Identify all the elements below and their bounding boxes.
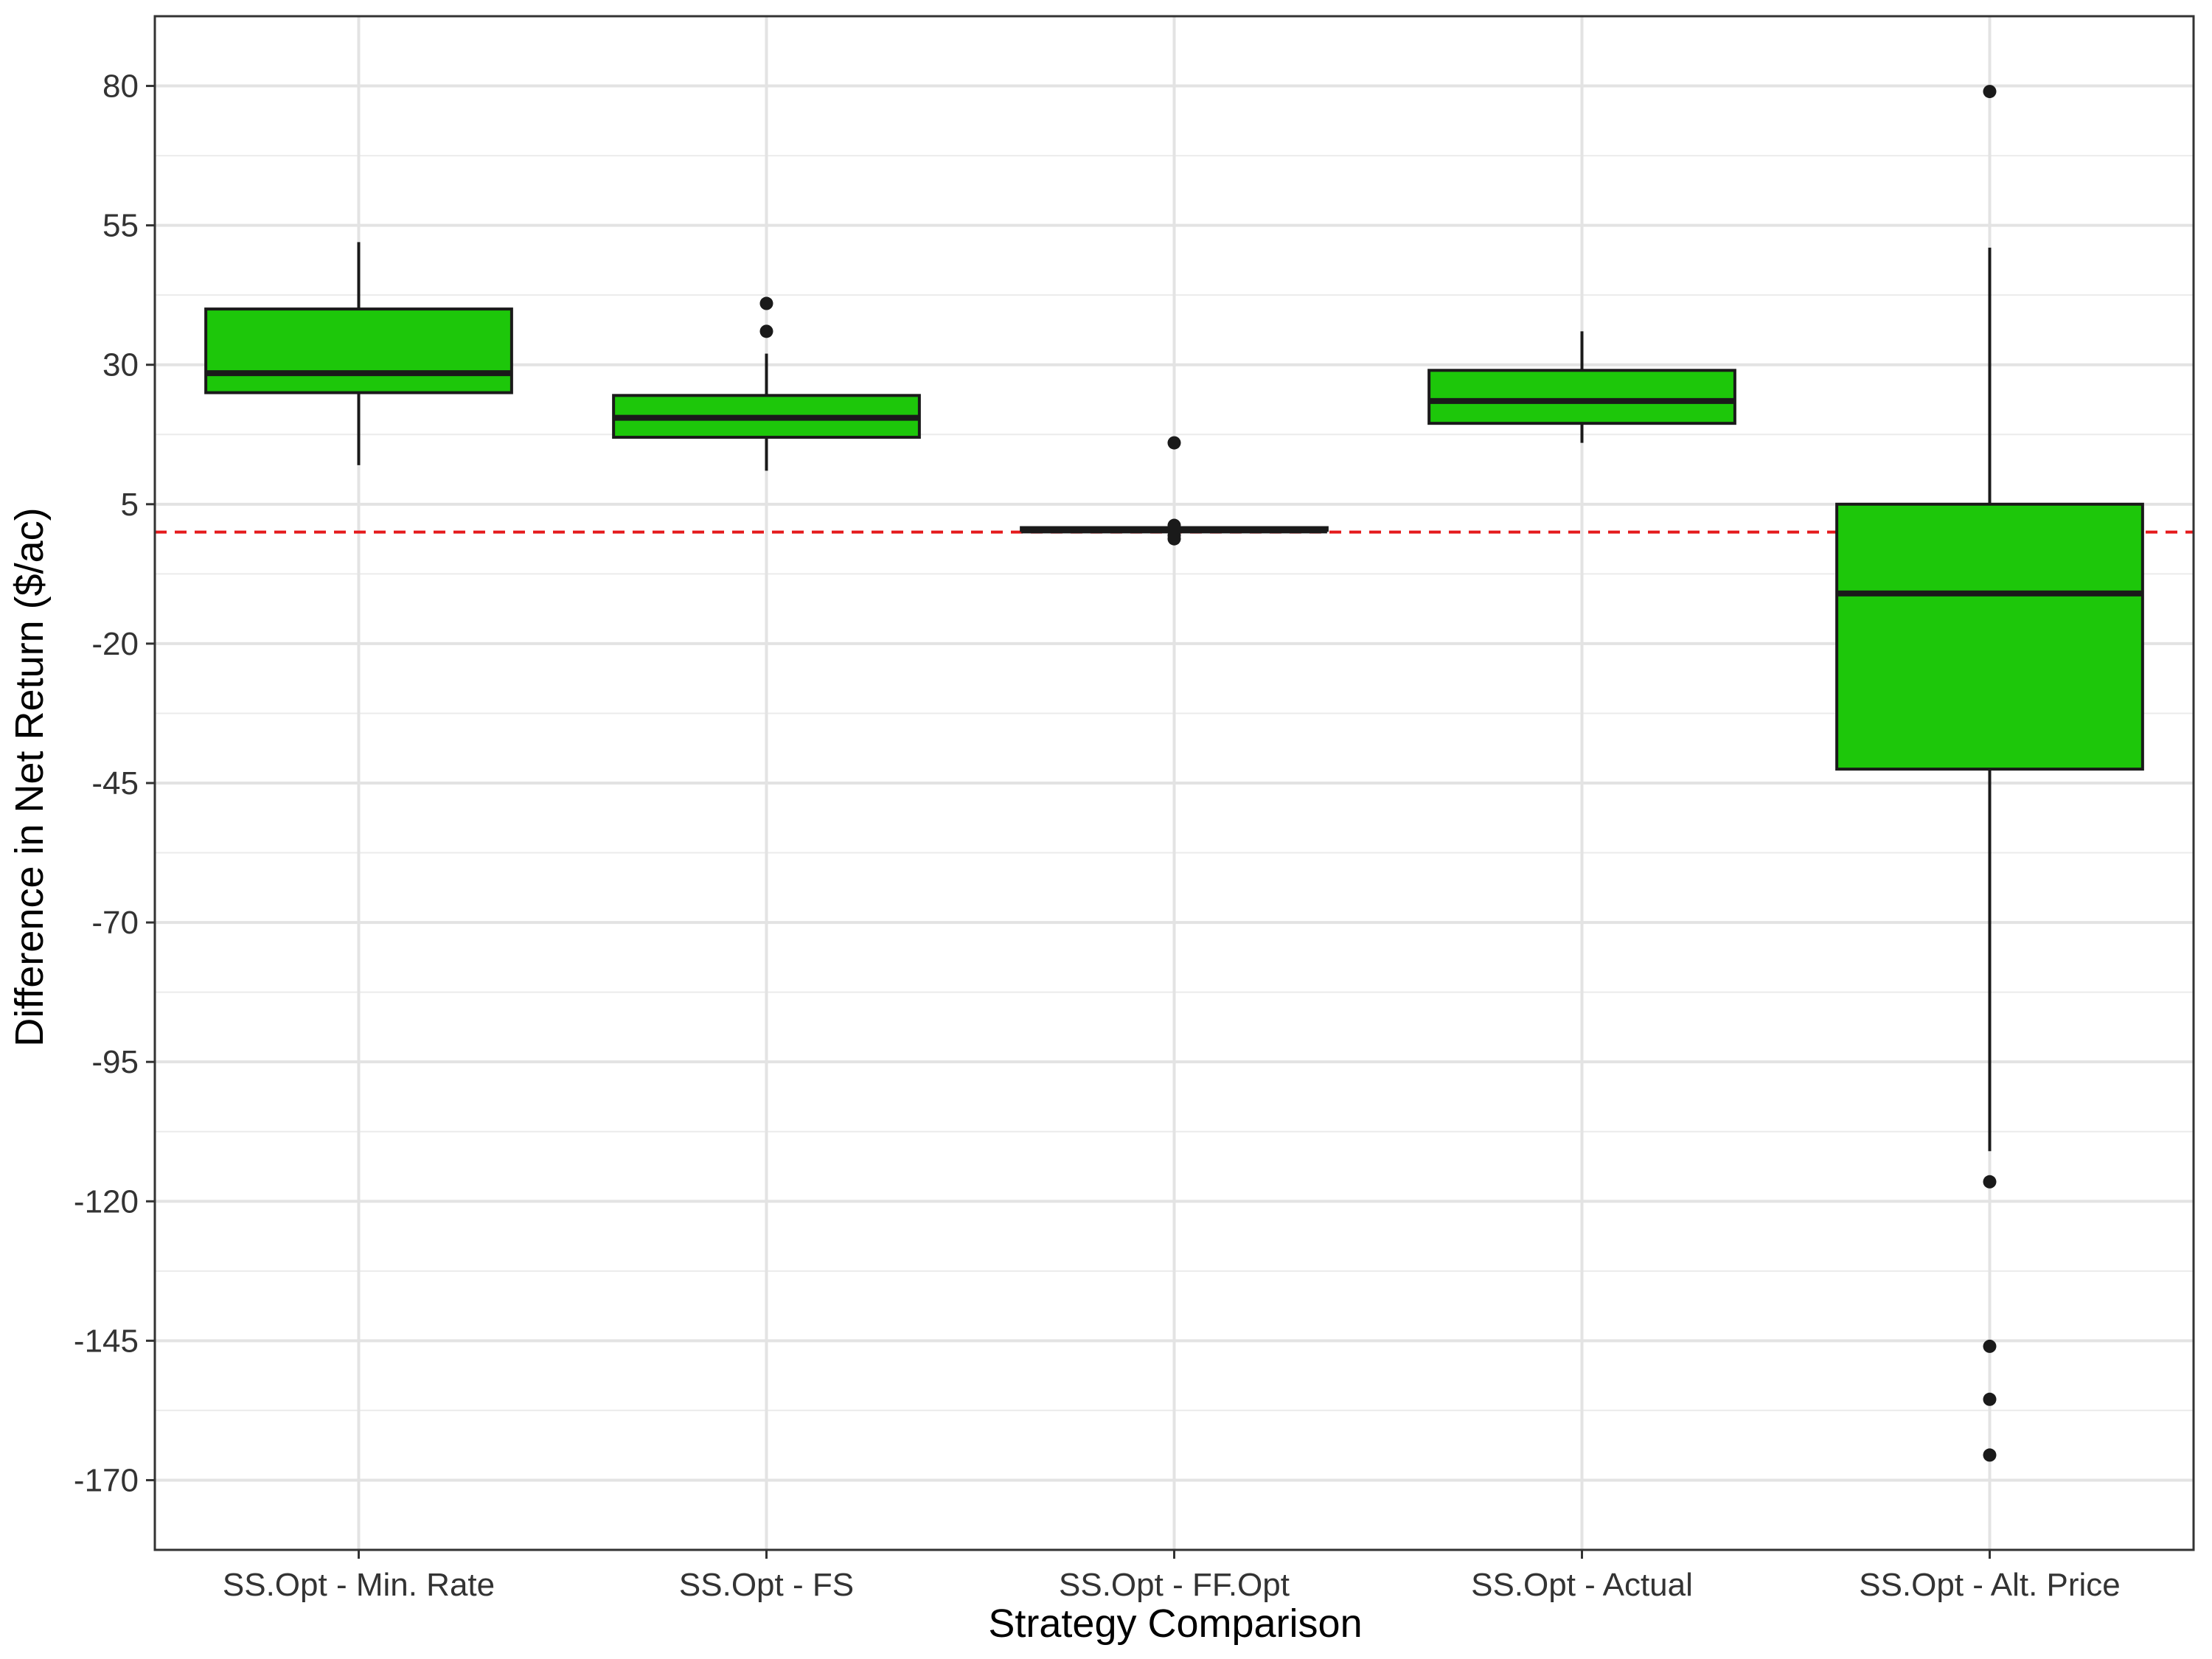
box-4: [1427, 331, 1736, 443]
x-tick-label: SS.Opt - Actual: [1471, 1567, 1693, 1603]
y-tick-label: -145: [74, 1323, 139, 1359]
y-tick-label: -70: [91, 905, 139, 941]
x-tick-label: SS.Opt - Min. Rate: [223, 1567, 495, 1603]
outlier-point: [1983, 1392, 1997, 1406]
outlier-point: [1983, 1175, 1997, 1189]
y-axis-title: Difference in Net Return ($/ac): [7, 507, 52, 1046]
y-tick-label: -45: [91, 765, 139, 801]
box-3: [1020, 436, 1329, 546]
box-iqr: [1427, 369, 1736, 425]
y-tick-label: -170: [74, 1462, 139, 1498]
box-1: [204, 242, 513, 465]
y-tick-label: 30: [102, 347, 139, 383]
box-iqr: [204, 307, 513, 394]
outlier-point: [1167, 532, 1181, 546]
x-tick-label: SS.Opt - FS: [679, 1567, 854, 1603]
outlier-point: [1983, 85, 1997, 99]
box-2: [612, 296, 921, 471]
y-axis: 80 55 30 5 -20 -45 -70 -95 -120 -145 -170: [74, 69, 155, 1498]
x-tick-label: SS.Opt - FF.Opt: [1059, 1567, 1290, 1603]
outlier-point: [759, 324, 773, 338]
outlier-point: [759, 296, 773, 310]
plot-panel: [153, 15, 2195, 1551]
y-tick-label: 80: [102, 69, 139, 105]
box-5: [1835, 85, 2144, 1462]
outlier-point: [1983, 1448, 1997, 1462]
outlier-point: [1167, 436, 1181, 450]
y-tick-label: 55: [102, 208, 139, 244]
y-tick-label: -20: [91, 626, 139, 662]
x-axis-title: Strategy Comparison: [988, 1601, 1362, 1646]
y-tick-label: -120: [74, 1183, 139, 1220]
outlier-point: [1983, 1339, 1997, 1353]
x-tick-label: SS.Opt - Alt. Price: [1859, 1567, 2121, 1603]
y-tick-label: 5: [121, 487, 139, 523]
y-tick-label: -95: [91, 1044, 139, 1080]
box-iqr: [1835, 502, 2144, 771]
x-axis: SS.Opt - Min. Rate SS.Opt - FS SS.Opt - FF…: [223, 1550, 2121, 1603]
